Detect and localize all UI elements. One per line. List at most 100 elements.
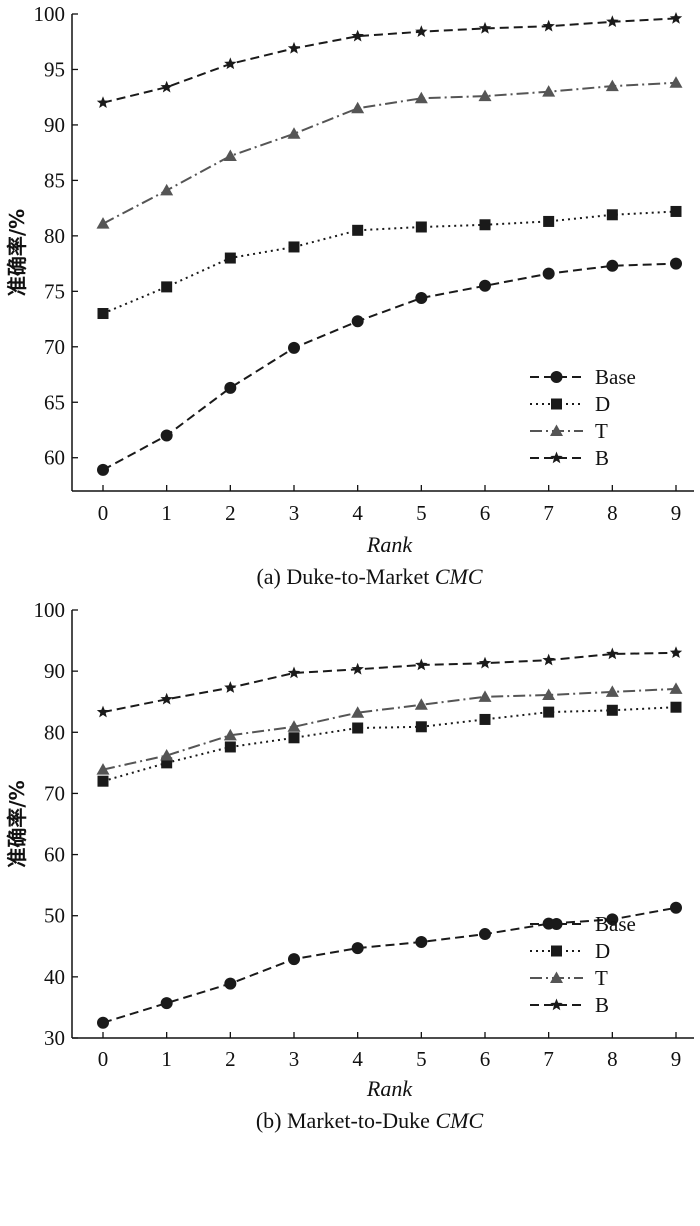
data-point-b bbox=[478, 656, 492, 669]
data-point-base bbox=[97, 1016, 109, 1029]
series-line-d bbox=[102, 706, 677, 783]
data-point-d bbox=[97, 775, 109, 787]
data-point-t bbox=[223, 728, 237, 741]
figure-caption: (a) Duke-to-Market CMC bbox=[256, 564, 482, 589]
data-point-base bbox=[479, 928, 491, 941]
data-point-t bbox=[96, 217, 110, 229]
x-tick-label: 2 bbox=[225, 501, 236, 525]
data-point-d bbox=[352, 722, 364, 734]
data-point-base bbox=[479, 279, 491, 292]
legend-label: T bbox=[595, 966, 608, 990]
legend: Base DTB bbox=[530, 912, 636, 1017]
data-point-d bbox=[606, 704, 618, 716]
caption-italic: CMC bbox=[435, 1108, 483, 1133]
data-point-b bbox=[415, 658, 428, 671]
data-point-d bbox=[543, 706, 555, 718]
data-point-t bbox=[478, 89, 492, 102]
data-point-t bbox=[478, 690, 492, 702]
series-t bbox=[96, 682, 683, 775]
legend-marker bbox=[550, 424, 563, 436]
series-line-t bbox=[102, 687, 677, 771]
x-tick-label: 4 bbox=[352, 1047, 363, 1071]
data-point-d bbox=[479, 713, 491, 725]
data-point-d bbox=[97, 308, 109, 320]
data-point-b bbox=[160, 80, 173, 93]
x-tick-label: 0 bbox=[98, 1047, 109, 1071]
legend-item: Base bbox=[530, 912, 636, 936]
x-axis-title: Rank bbox=[366, 532, 413, 557]
legend-item: D bbox=[530, 939, 610, 963]
data-point-base bbox=[542, 267, 555, 280]
data-point-b bbox=[224, 681, 237, 693]
data-point-d bbox=[670, 701, 682, 713]
y-tick-label: 90 bbox=[44, 659, 65, 683]
data-point-d bbox=[224, 252, 236, 264]
x-tick-label: 7 bbox=[543, 501, 554, 525]
legend-marker bbox=[550, 918, 563, 930]
y-tick-label: 90 bbox=[44, 113, 65, 137]
chart-market-to-duke: 30 40 50 60 70 80 90 100 0 1 2 3 4 5 6 7 8 9 Rank 准确率/% (b) … bbox=[5, 598, 694, 1133]
data-point-t bbox=[351, 706, 365, 718]
x-tick-label: 1 bbox=[161, 1047, 172, 1071]
x-tick-label: 3 bbox=[289, 501, 300, 525]
data-point-b bbox=[669, 646, 683, 659]
y-tick-label: 50 bbox=[44, 904, 65, 928]
data-point-base bbox=[288, 341, 300, 354]
data-point-t bbox=[414, 91, 428, 104]
y-axis-title: 准确率/% bbox=[5, 209, 29, 296]
data-point-d bbox=[161, 281, 173, 293]
x-axis-title: Rank bbox=[366, 1076, 413, 1101]
data-point-t bbox=[605, 79, 619, 92]
y-tick-label: 80 bbox=[44, 720, 65, 744]
y-tick-label: 60 bbox=[44, 843, 65, 867]
y-tick-label: 75 bbox=[44, 279, 65, 303]
series-b bbox=[96, 646, 683, 718]
x-tick-label: 6 bbox=[480, 1047, 491, 1071]
data-point-b bbox=[160, 692, 173, 705]
legend-label: B bbox=[595, 446, 609, 470]
legend-marker bbox=[551, 945, 562, 957]
data-point-t bbox=[287, 720, 301, 732]
x-tick-label: 5 bbox=[416, 1047, 427, 1071]
data-point-b bbox=[287, 666, 301, 679]
legend-label: B bbox=[595, 993, 609, 1017]
series-line-base bbox=[102, 906, 677, 1024]
legend-item: B bbox=[530, 446, 609, 470]
data-point-b bbox=[606, 647, 619, 660]
series-b bbox=[96, 11, 683, 108]
y-tick-label: 40 bbox=[44, 965, 65, 989]
x-tick-label: 2 bbox=[225, 1047, 236, 1071]
y-tick-label: 100 bbox=[34, 2, 66, 26]
data-point-b bbox=[478, 21, 492, 34]
data-point-t bbox=[414, 698, 428, 710]
series-line-base bbox=[102, 262, 677, 471]
data-point-b bbox=[542, 653, 555, 666]
y-tick-label: 65 bbox=[44, 390, 65, 414]
series-line-d bbox=[102, 210, 677, 315]
series-d bbox=[97, 205, 682, 320]
data-point-t bbox=[287, 127, 301, 139]
legend-marker bbox=[550, 451, 563, 464]
data-point-b bbox=[606, 15, 619, 28]
data-point-d bbox=[288, 732, 300, 744]
legend-marker bbox=[550, 971, 563, 983]
data-point-b bbox=[351, 662, 364, 675]
x-tick-label: 0 bbox=[98, 501, 109, 525]
x-tick-label: 7 bbox=[543, 1047, 554, 1071]
data-point-d bbox=[224, 741, 236, 753]
y-axis-title: 准确率/% bbox=[5, 780, 29, 867]
data-point-t bbox=[669, 76, 683, 88]
legend-label: Base bbox=[595, 912, 636, 936]
y-tick-label: 60 bbox=[44, 446, 65, 470]
y-tick-label: 70 bbox=[44, 781, 65, 805]
data-point-d bbox=[670, 205, 682, 217]
data-point-base bbox=[351, 315, 364, 328]
legend-label: D bbox=[595, 939, 610, 963]
data-point-base bbox=[224, 977, 237, 990]
data-point-b bbox=[669, 11, 683, 24]
caption-text: (a) Duke-to-Market bbox=[256, 564, 434, 589]
y-tick-label: 100 bbox=[34, 598, 66, 622]
legend-item: B bbox=[530, 993, 609, 1017]
data-point-t bbox=[223, 149, 237, 161]
